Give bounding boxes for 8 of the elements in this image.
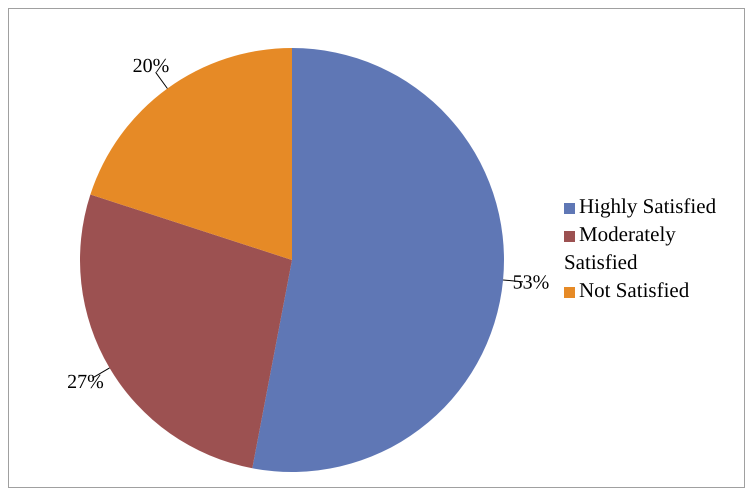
data-label: 27% <box>67 371 104 394</box>
data-label: 53% <box>512 272 550 294</box>
legend-label: Highly Satisfied <box>579 194 716 218</box>
legend-label: Moderately Satisfied <box>564 222 676 274</box>
legend-label: Not Satisfied <box>579 278 690 302</box>
pie-slice <box>90 48 292 260</box>
pie-slice <box>252 48 504 472</box>
data-label: 20% <box>132 54 170 77</box>
